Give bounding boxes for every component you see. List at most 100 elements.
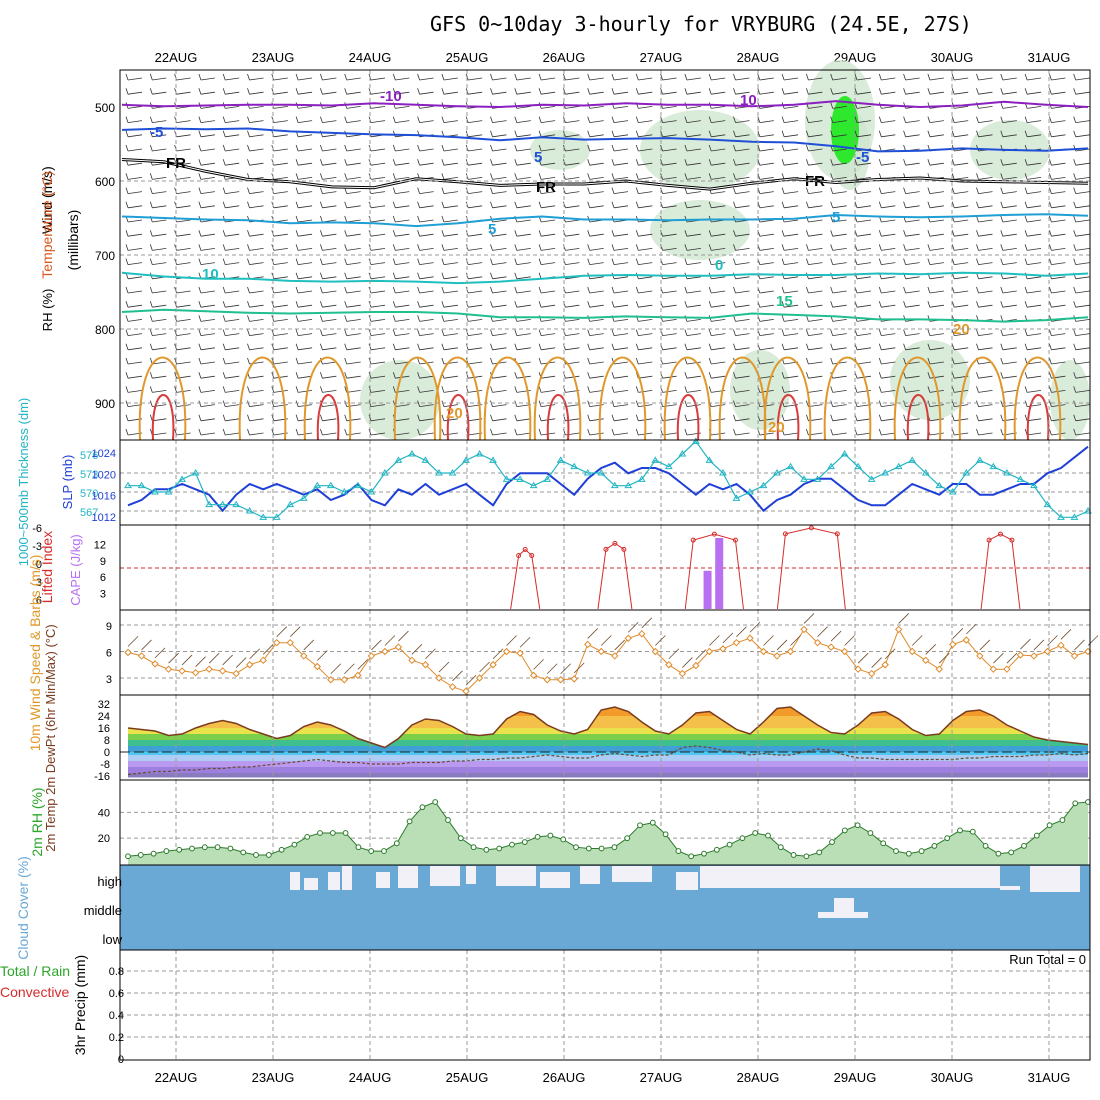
wind-barb [514,187,531,194]
barb-shaft [832,304,847,308]
barb-shaft [735,205,750,209]
barb-flag [1024,414,1028,421]
barb-flag [490,130,493,137]
wind-barb [635,230,653,237]
barb-shaft [856,304,872,308]
barb-shaft [419,91,434,95]
barb-shaft [589,120,604,123]
barb-shaft [200,304,215,308]
wind-barb [684,88,701,95]
barb-shaft [1075,91,1090,95]
barb-flag [903,428,906,436]
thickness-marker [975,456,984,463]
barb-shaft [1002,219,1017,223]
wind-barb [927,372,944,379]
barb-shaft [929,91,944,95]
wind-speed-marker [218,667,227,675]
wind-barb [247,116,264,123]
wind-barb [344,244,361,251]
barb-shaft [735,319,750,322]
wind-barb [757,88,774,95]
wind-barb [927,301,944,308]
rh-marker [675,848,682,854]
barb-flag [295,386,299,393]
wind-barb [587,357,604,365]
barb-flag [514,400,518,407]
wind-barb [927,73,944,81]
date-label-bottom: 25AUG [446,1070,489,1085]
barb-shaft [322,177,337,180]
barb-shaft [273,375,288,379]
barb-flag [222,372,226,379]
barb-shaft [978,134,993,138]
barb-shaft [589,375,604,379]
rh-marker [406,818,413,825]
barb-shaft [225,205,240,209]
barb-flag [417,215,420,223]
wind-barb [878,414,896,422]
barb-shaft [176,290,191,294]
barb-flag [927,230,931,237]
barb-flag [878,187,882,194]
wind-barb [757,73,774,81]
barb-shaft [954,304,969,308]
wind-speed-marker [340,676,349,684]
barb-flag [635,400,639,407]
barb-flag [830,102,834,109]
barb-shaft [1051,262,1066,265]
barb-shaft [759,191,774,194]
barb-shaft [954,347,969,351]
barb-flag [1000,116,1004,123]
barb-shaft [127,375,143,379]
surface-wind-barb [614,639,626,651]
barb-flag [490,258,493,265]
barb-flag [684,159,688,166]
barb-shaft [492,290,507,294]
surface-wind-barb [168,652,179,664]
barb-flag [587,258,591,265]
barb-flag [295,144,299,152]
barb-flag [320,244,323,251]
barb-shaft [1002,177,1017,180]
wind-barb [222,372,240,379]
barb-flag [635,428,639,436]
wind-barb [854,73,872,81]
barb-shaft [978,77,993,81]
barb-shaft [322,319,337,322]
barb-shaft [662,205,677,209]
cloud-fill [120,866,290,888]
barb-shaft [127,276,143,280]
barb-flag [708,88,712,95]
wind-barb [951,187,969,194]
barb-flag [247,116,250,123]
barb-flag [344,372,348,379]
barb-shaft [565,248,580,251]
barb-shaft [808,361,823,365]
wind-barb [320,414,337,422]
barb-shaft [516,262,531,265]
barb-shaft [565,177,580,180]
rh-marker [393,840,400,847]
barb-shaft [249,120,264,123]
barb-shaft [954,361,969,365]
thickness-marker [381,469,389,476]
barb-shaft [468,162,483,166]
barb-shaft [1051,276,1066,280]
barb-shaft [1051,120,1066,123]
wind-barb [198,400,215,407]
thickness-tick: 576 [80,450,98,462]
wind-barb [587,244,604,251]
ylabel-thickness: 1000~500mb Thickness (dm) [16,398,31,567]
barb-flag [1049,187,1052,194]
barb-shaft [978,248,993,251]
cloud-clear [834,898,854,916]
barb-flag [247,329,250,336]
barb-shaft [395,148,410,152]
wind-barb [392,301,410,308]
barb-shaft [881,404,896,407]
barb-shaft [589,276,604,280]
wind-barb [635,173,653,180]
barb-flag [830,414,834,421]
barb-flag [1000,414,1004,421]
barb-shaft [322,333,337,336]
